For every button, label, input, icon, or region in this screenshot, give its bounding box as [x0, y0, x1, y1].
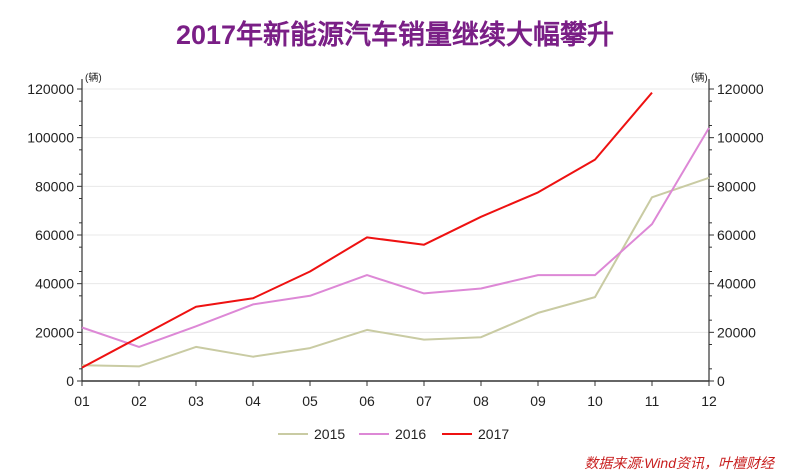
series-line-2017	[81, 91, 653, 369]
axes	[77, 79, 714, 386]
y-tick-label-right: 80000	[717, 178, 756, 194]
chart-title: 2017年新能源汽车销量继续大幅攀升	[176, 19, 614, 50]
y-tick-label-right: 0	[717, 373, 725, 389]
legend: 2015 2016 2017	[278, 426, 509, 442]
gridlines	[82, 88, 709, 333]
legend-label-2015: 2015	[314, 426, 345, 442]
series-line-2016	[81, 127, 710, 348]
y-tick-label-left: 120000	[27, 81, 74, 97]
x-tick-label: 05	[302, 393, 318, 409]
x-tick-label: 09	[530, 393, 546, 409]
y-tick-label-right: 120000	[717, 81, 764, 97]
x-tick-label: 10	[587, 393, 603, 409]
y-tick-label-left: 60000	[35, 227, 74, 243]
left-unit-label: (辆)	[85, 71, 102, 84]
right-unit-label: (辆)	[691, 71, 708, 84]
legend-label-2017: 2017	[478, 426, 509, 442]
x-tick-label: 06	[359, 393, 375, 409]
tick-labels: 0 0 20000 20000 40000 40000 60000 60000 80000 800…	[27, 81, 764, 409]
x-tick-label: 04	[245, 393, 261, 409]
source-note: 数据来源:Wind资讯，叶檀财经	[584, 455, 776, 471]
legend-label-2016: 2016	[395, 426, 426, 442]
x-tick-label: 01	[74, 393, 90, 409]
y-tick-label-right: 40000	[717, 276, 756, 292]
y-tick-label-left: 0	[66, 373, 74, 389]
x-tick-label: 03	[188, 393, 204, 409]
x-tick-label: 11	[645, 393, 660, 409]
x-tick-label: 02	[131, 393, 147, 409]
y-tick-label-left: 100000	[27, 130, 74, 146]
y-tick-label-right: 100000	[717, 130, 764, 146]
series-lines	[81, 91, 710, 369]
y-tick-label-right: 20000	[717, 324, 756, 340]
y-tick-label-left: 40000	[35, 276, 74, 292]
y-tick-label-left: 20000	[35, 324, 74, 340]
x-tick-label: 12	[701, 393, 717, 409]
series-line-2015	[81, 176, 710, 368]
y-tick-label-left: 80000	[35, 178, 74, 194]
y-tick-label-right: 60000	[717, 227, 756, 243]
x-tick-label: 07	[416, 393, 432, 409]
x-tick-label: 08	[473, 393, 489, 409]
